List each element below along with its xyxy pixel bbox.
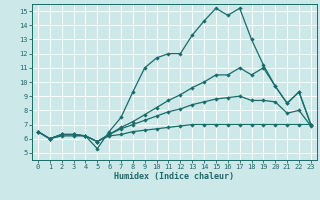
X-axis label: Humidex (Indice chaleur): Humidex (Indice chaleur) bbox=[115, 172, 234, 181]
